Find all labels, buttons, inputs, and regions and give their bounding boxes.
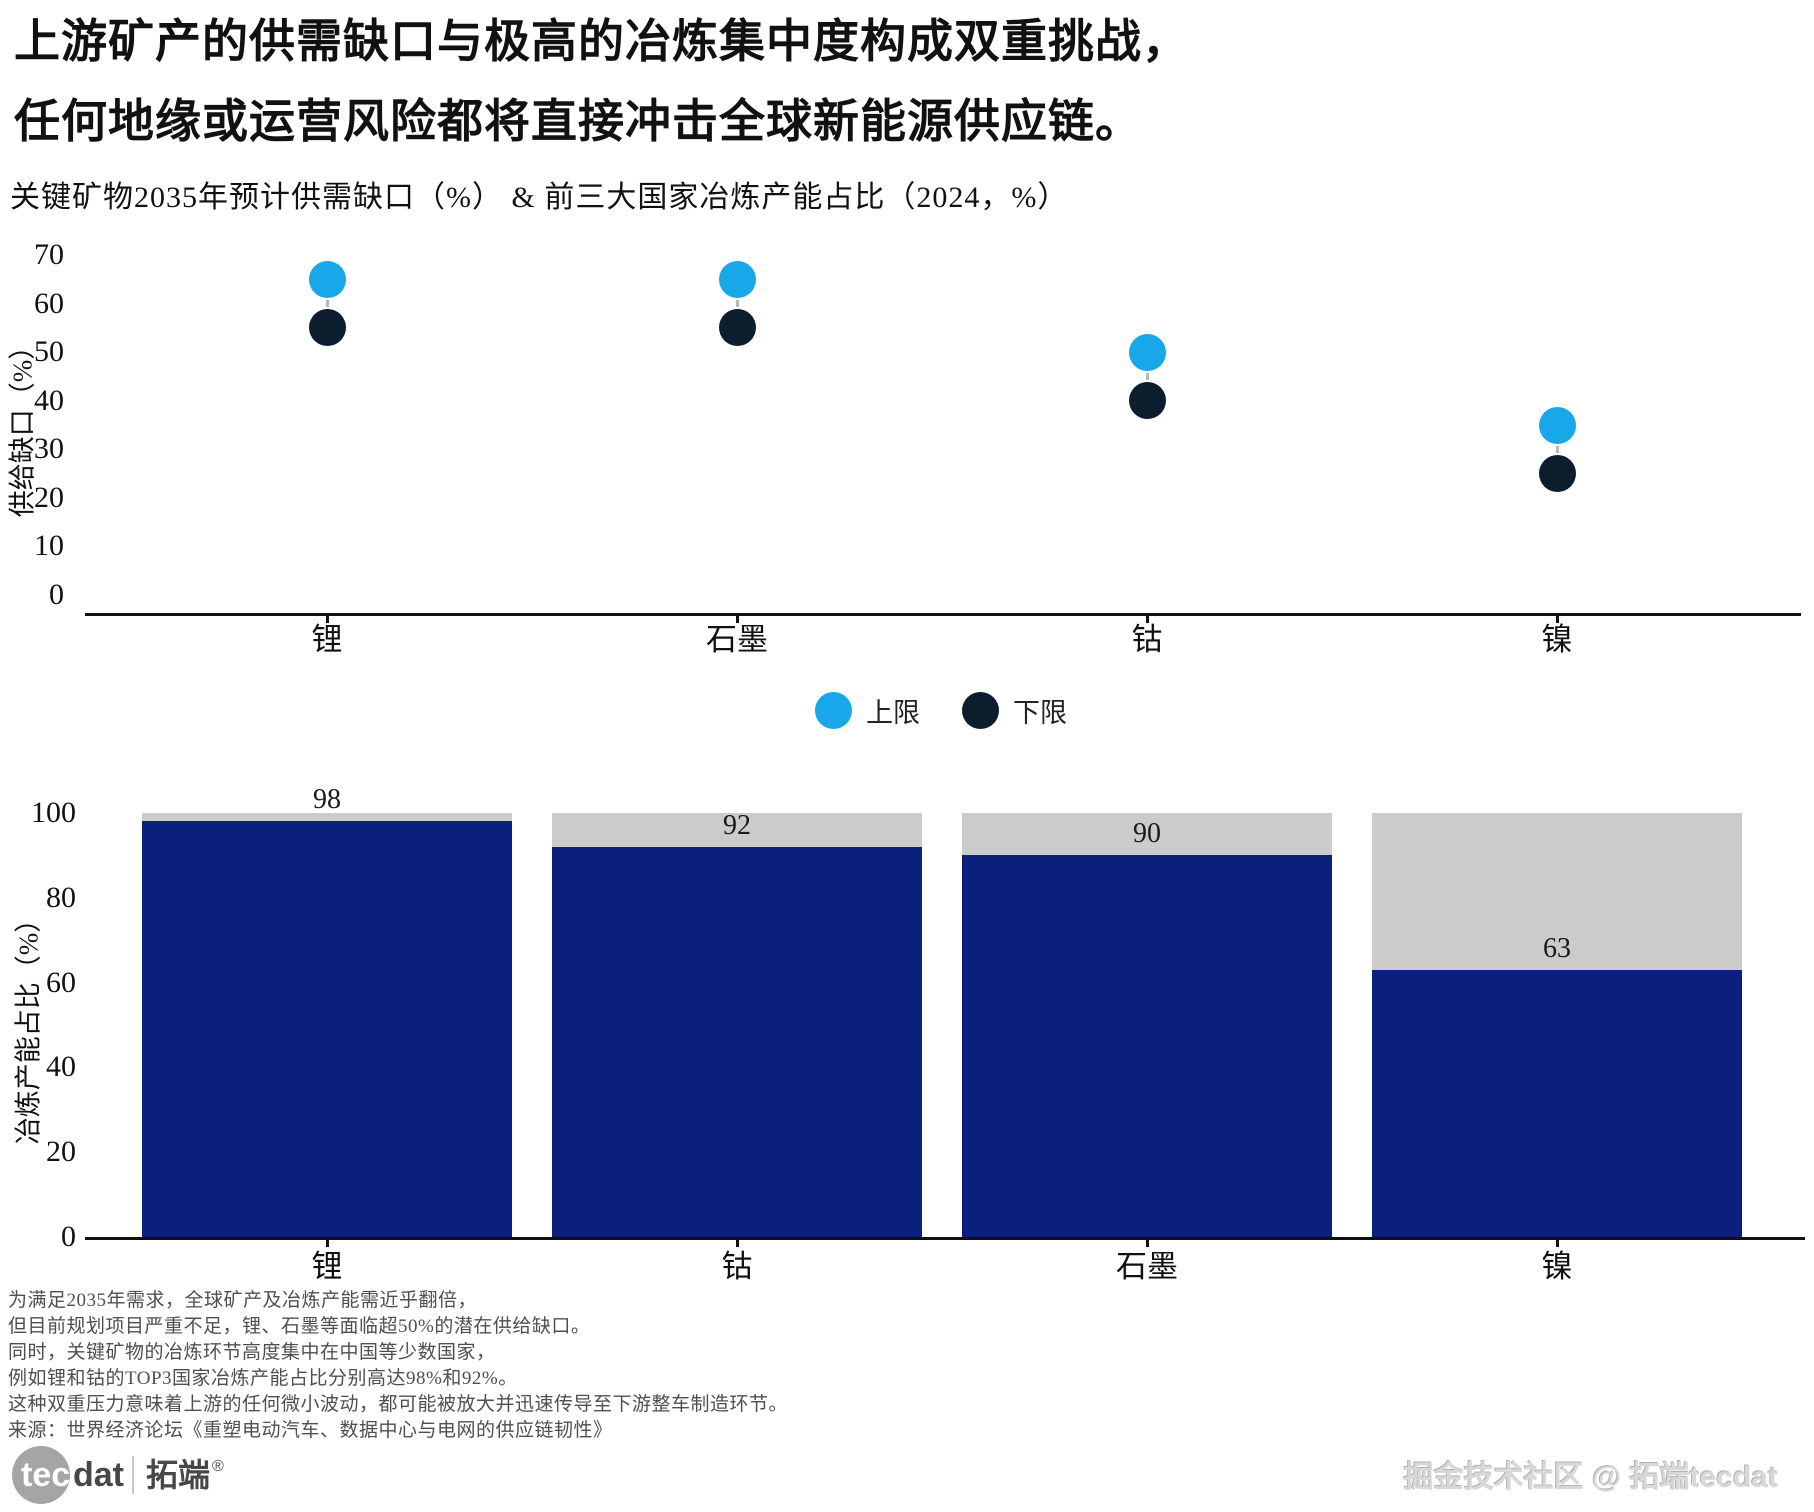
y-tick-label: 80 xyxy=(46,880,76,914)
y-tick-label: 60 xyxy=(46,965,76,999)
y-tick-label: 30 xyxy=(34,432,64,466)
logo-tec-text: tec xyxy=(21,1456,71,1494)
dot-chart-y-axis-label: 供给缺口（%） xyxy=(7,332,38,518)
title-line-2: 任何地缘或运营风险都将直接冲击全球新能源供应链。 xyxy=(14,96,1142,147)
footnote-line: 这种双重压力意味着上游的任何微小波动，都可能被放大并迅速传导至下游整车制造环节。 xyxy=(8,1394,789,1415)
dot-chart-x-axis-line xyxy=(85,613,1801,616)
x-tick-mark xyxy=(325,613,329,623)
watermark: 掘金技术社区 @ 拓端tecdat xyxy=(1403,1461,1778,1494)
bar-background xyxy=(1372,813,1742,1237)
upper-bound-dot xyxy=(1128,333,1166,371)
bar xyxy=(142,821,512,1237)
x-tick-label: 石墨 xyxy=(1116,1249,1178,1284)
bar-background xyxy=(142,813,512,1237)
x-tick-label: 镍 xyxy=(1541,622,1573,657)
title-line-1: 上游矿产的供需缺口与极高的冶炼集中度构成双重挑战， xyxy=(14,16,1189,67)
y-tick-label: 50 xyxy=(34,335,64,369)
page-title: 上游矿产的供需缺口与极高的冶炼集中度构成双重挑战， 任何地缘或运营风险都将直接冲… xyxy=(14,2,1189,162)
logo-dat-text: dat xyxy=(73,1456,124,1494)
lower-bound-dot xyxy=(1128,382,1166,420)
lower-bound-dot xyxy=(308,309,346,347)
x-tick-label: 钴 xyxy=(1131,622,1163,657)
y-tick-label: 0 xyxy=(61,1220,76,1253)
footnote-line: 来源：世界经济论坛《重塑电动汽车、数据中心与电网的供应链韧性》 xyxy=(8,1420,613,1441)
bar xyxy=(962,855,1332,1237)
x-tick-label: 锂 xyxy=(311,1249,343,1284)
y-tick-label: 40 xyxy=(46,1050,76,1084)
legend-upper-swatch-icon xyxy=(815,691,852,729)
legend: 上限 下限 xyxy=(815,688,1067,732)
x-tick-mark xyxy=(1555,1237,1559,1247)
bar-chart-y-axis-label: 冶炼产能占比（%） xyxy=(13,905,44,1145)
legend-lower-swatch-icon xyxy=(962,691,999,729)
footnote-line: 例如锂和钴的TOP3国家冶炼产能占比分别高达98%和92%。 xyxy=(8,1368,518,1389)
footnote-line: 但目前规划项目严重不足，锂、石墨等面临超50%的潜在供给缺口。 xyxy=(8,1316,591,1337)
x-tick-mark xyxy=(1145,1237,1149,1247)
x-tick-label: 镍 xyxy=(1541,1249,1573,1284)
upper-bound-dot xyxy=(718,260,756,298)
gap-range-connector xyxy=(1556,446,1559,453)
bar-background xyxy=(962,813,1332,1237)
bar xyxy=(552,846,922,1237)
y-tick-label: 70 xyxy=(34,238,64,271)
x-tick-mark xyxy=(1145,613,1149,623)
bar-value-label: 92 xyxy=(723,809,751,841)
y-tick-label: 40 xyxy=(34,383,64,417)
bar-value-label: 63 xyxy=(1543,932,1571,964)
bar-value-label: 90 xyxy=(1133,818,1161,850)
gap-range-connector xyxy=(736,300,739,307)
lower-bound-dot xyxy=(718,309,756,347)
y-tick-label: 20 xyxy=(34,480,64,514)
bar xyxy=(1372,969,1742,1237)
upper-bound-dot xyxy=(1538,406,1576,444)
logo-registered-mark: ® xyxy=(212,1458,224,1475)
x-tick-label: 锂 xyxy=(311,622,343,657)
legend-lower-label: 下限 xyxy=(1013,697,1067,728)
logo-divider xyxy=(132,1456,134,1494)
y-tick-label: 60 xyxy=(34,286,64,320)
x-tick-mark xyxy=(735,1237,739,1247)
x-tick-mark xyxy=(735,613,739,623)
upper-bound-dot xyxy=(308,260,346,298)
y-tick-label: 100 xyxy=(31,796,76,829)
bar-background xyxy=(552,813,922,1237)
legend-upper-label: 上限 xyxy=(866,697,920,728)
y-tick-label: 10 xyxy=(34,529,64,563)
footnote-line: 为满足2035年需求，全球矿产及冶炼产能需近乎翻倍， xyxy=(8,1290,478,1311)
gap-range-connector xyxy=(326,300,329,307)
y-tick-label: 0 xyxy=(49,578,64,611)
x-tick-label: 钴 xyxy=(721,1249,753,1284)
footnote-line: 同时，关键矿物的冶炼环节高度集中在中国等少数国家， xyxy=(8,1342,496,1363)
x-tick-mark xyxy=(1555,613,1559,623)
logo-brand-text: 拓端 xyxy=(146,1457,211,1493)
x-tick-mark xyxy=(325,1237,329,1247)
y-tick-label: 20 xyxy=(46,1135,76,1169)
gap-range-connector xyxy=(1146,373,1149,380)
bar-chart-x-axis-line xyxy=(85,1237,1805,1240)
x-tick-label: 石墨 xyxy=(706,622,768,657)
lower-bound-dot xyxy=(1538,455,1576,493)
bar-value-label: 98 xyxy=(313,784,341,816)
logo-circle-icon xyxy=(12,1446,70,1504)
tecdat-logo: tec dat 拓端 ® xyxy=(12,1446,272,1504)
chart-subtitle: 关键矿物2035年预计供需缺口（%） & 前三大国家冶炼产能占比（2024，%） xyxy=(10,181,1069,214)
footnotes: 为满足2035年需求，全球矿产及冶炼产能需近乎翻倍， 但目前规划项目严重不足，锂、… xyxy=(8,1288,788,1444)
